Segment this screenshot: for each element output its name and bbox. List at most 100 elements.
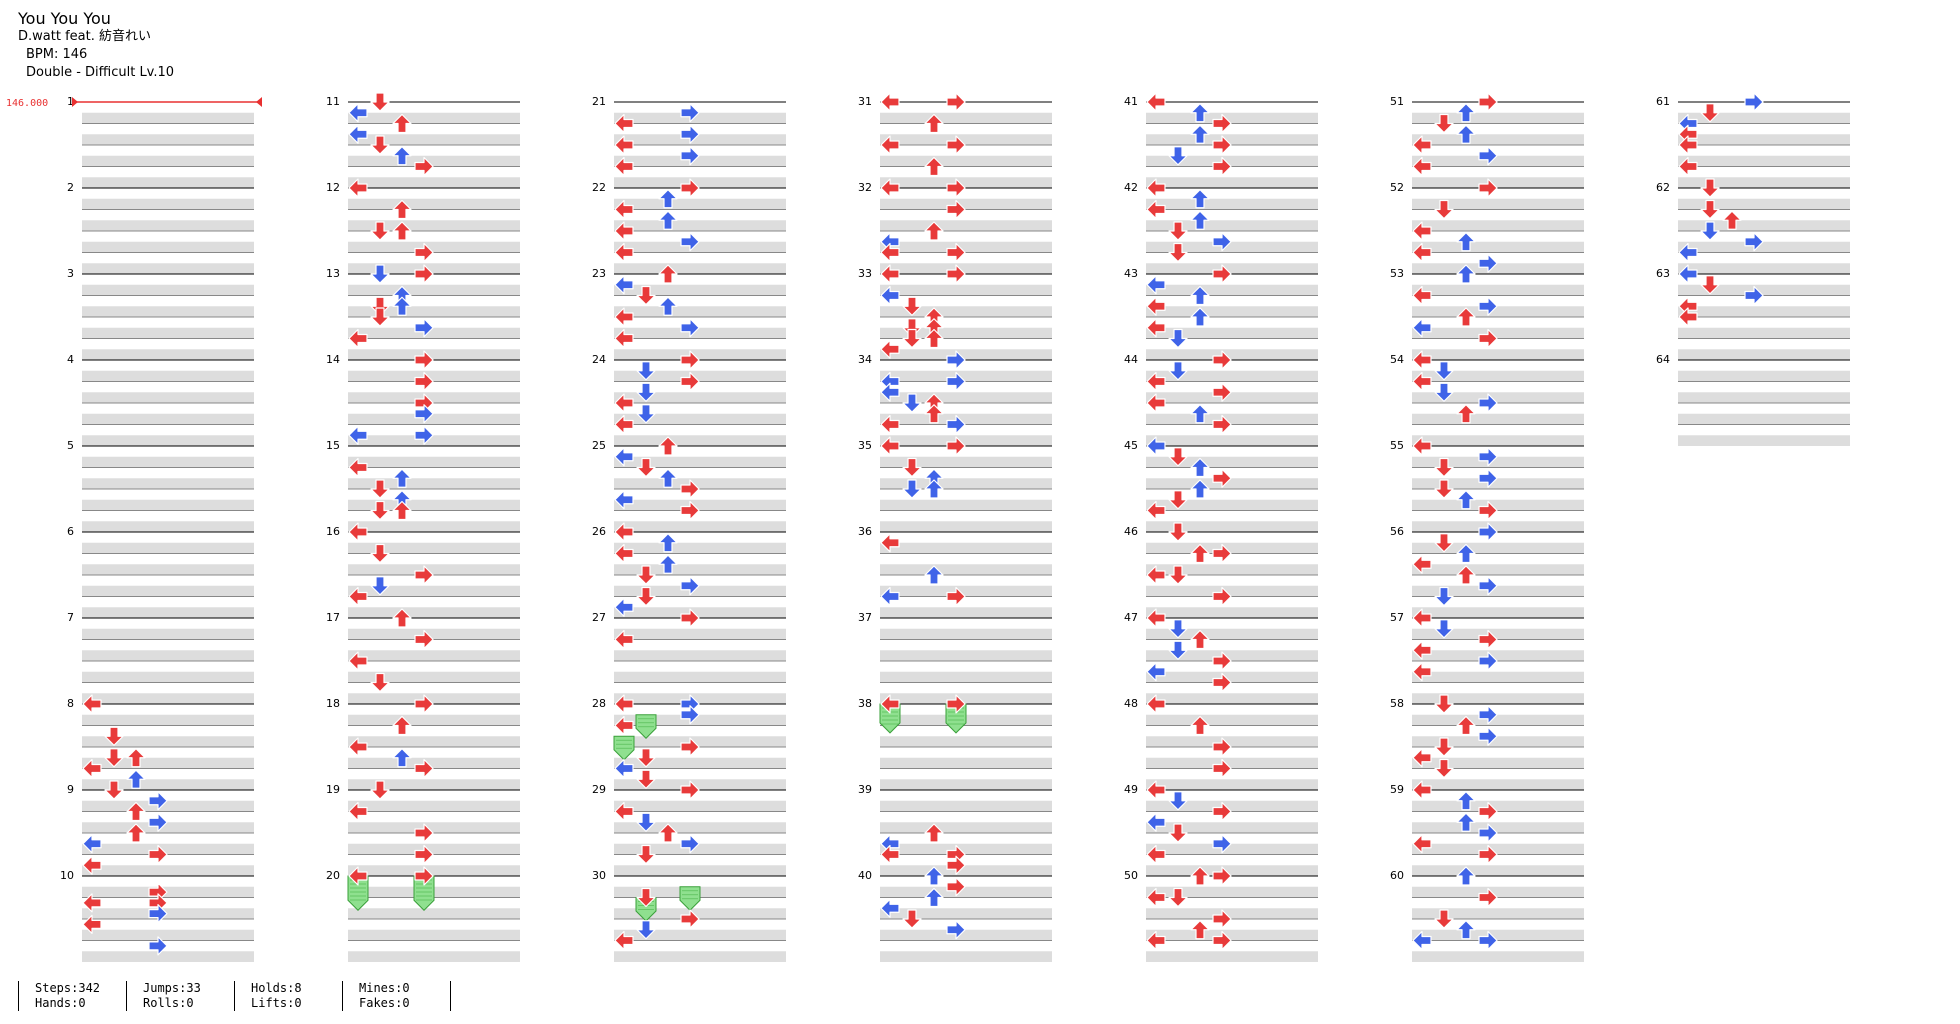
beat-stripe — [1412, 521, 1584, 532]
arrow-right-icon — [1478, 522, 1498, 542]
arrow-up-icon — [1456, 565, 1476, 585]
beat-stripe — [1146, 435, 1318, 446]
arrow-down-icon — [902, 479, 922, 499]
beat-stripe — [82, 693, 254, 704]
arrow-right-icon — [414, 758, 434, 779]
arrow-right-icon — [946, 436, 966, 456]
beat-stripe — [1678, 349, 1850, 360]
arrow-up-icon — [658, 554, 678, 574]
measure-number: 36 — [858, 525, 872, 538]
arrow-down-icon — [1434, 909, 1454, 929]
beat-stripe — [348, 951, 520, 962]
beat-stripe — [614, 564, 786, 575]
arrow-right-icon — [1212, 930, 1232, 951]
arrow-left-icon — [1412, 930, 1432, 951]
arrow-down-icon — [902, 328, 922, 349]
measure-number: 17 — [326, 611, 340, 624]
beat-stripe — [1412, 306, 1584, 317]
arrow-down-icon — [370, 92, 390, 112]
measure-number: 25 — [592, 439, 606, 452]
measure-number: 51 — [1390, 95, 1404, 108]
measure-number: 46 — [1124, 525, 1138, 538]
beat-stripe — [1146, 908, 1318, 919]
beat-stripe — [348, 435, 520, 446]
beat-stripe — [348, 220, 520, 231]
arrow-down-icon — [1434, 457, 1454, 478]
beat-stripe — [1146, 241, 1318, 253]
measure-number: 34 — [858, 353, 872, 366]
beat-stripe — [82, 628, 254, 640]
arrow-down-icon — [370, 500, 390, 521]
arrow-up-icon — [1190, 124, 1210, 144]
beat-stripe — [1146, 284, 1318, 296]
beat-stripe — [82, 714, 254, 726]
beat-stripe — [348, 284, 520, 296]
beat-stripe — [880, 585, 1052, 597]
stat-steps: Steps:342 — [35, 981, 101, 995]
arrow-left-icon — [614, 694, 634, 714]
arrow-right-icon — [680, 834, 700, 854]
beat-stripe — [82, 435, 254, 446]
beat-stripe — [880, 478, 1052, 489]
arrow-down-icon — [1168, 447, 1188, 467]
beat-stripe — [82, 929, 254, 941]
beat-stripe — [880, 951, 1052, 962]
arrow-right-icon — [680, 103, 700, 123]
arrow-down-icon — [636, 361, 656, 381]
arrow-up-icon — [392, 500, 412, 521]
arrow-up-icon — [1190, 457, 1210, 478]
beat-stripe — [348, 736, 520, 747]
arrow-right-icon — [946, 855, 966, 875]
beat-stripe — [82, 327, 254, 339]
beat-stripe — [1146, 628, 1318, 640]
arrow-down-icon — [1168, 619, 1188, 639]
beat-stripe — [614, 693, 786, 704]
arrow-right-icon — [414, 629, 434, 650]
beat-stripe — [1146, 800, 1318, 812]
measure-number: 24 — [592, 353, 606, 366]
beat-stripe — [348, 822, 520, 833]
stat-jumps: Jumps:33 — [143, 981, 201, 995]
measure-number: 42 — [1124, 181, 1138, 194]
arrow-left-icon — [614, 135, 634, 155]
measure-number: 39 — [858, 783, 872, 796]
beat-stripe — [1146, 886, 1318, 898]
arrow-right-icon — [1212, 737, 1232, 757]
beat-stripe — [1146, 843, 1318, 855]
arrow-left-icon — [614, 715, 634, 736]
stat-lifts: Lifts:0 — [251, 996, 302, 1010]
arrow-right-icon — [1212, 866, 1232, 886]
arrow-right-icon — [946, 371, 966, 392]
arrow-down-icon — [636, 812, 656, 832]
arrow-right-icon — [1212, 264, 1232, 284]
measure-number: 45 — [1124, 439, 1138, 452]
beat-stripe — [348, 241, 520, 253]
beat-stripe — [614, 628, 786, 640]
beat-stripe — [1412, 478, 1584, 489]
beat-stripe — [1412, 349, 1584, 360]
arrow-up-icon — [658, 533, 678, 553]
measure-number: 6 — [67, 525, 74, 538]
arrow-right-icon — [946, 920, 966, 940]
beat-stripe — [348, 929, 520, 941]
beat-stripe — [1412, 671, 1584, 683]
arrow-down-icon — [636, 586, 656, 607]
arrow-up-icon — [392, 113, 412, 134]
measure-number: 11 — [326, 95, 340, 108]
beat-stripe — [1146, 220, 1318, 231]
beat-stripe — [614, 263, 786, 274]
arrow-up-icon — [924, 565, 944, 585]
beat-stripe — [614, 843, 786, 855]
arrow-up-icon — [658, 823, 678, 843]
arrow-up-icon — [1190, 210, 1210, 230]
arrow-left-icon — [1678, 135, 1698, 155]
beat-stripe — [880, 736, 1052, 747]
arrow-right-icon — [1212, 543, 1232, 564]
beat-stripe — [880, 327, 1052, 339]
measure-number: 7 — [67, 611, 74, 624]
beat-stripe — [82, 306, 254, 317]
beat-stripe — [614, 650, 786, 661]
arrow-down-icon — [636, 565, 656, 585]
arrow-up-icon — [1190, 715, 1210, 736]
arrow-left-icon — [1146, 844, 1166, 865]
